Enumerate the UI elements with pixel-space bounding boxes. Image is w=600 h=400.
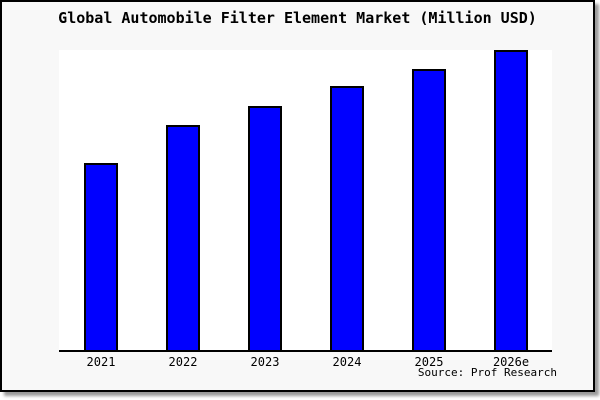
- bar-2021: [84, 163, 118, 350]
- source-attribution: Source: Prof Research: [417, 366, 557, 379]
- bar-2022: [166, 125, 200, 350]
- chart-figure: Global Automobile Filter Element Market …: [0, 0, 595, 392]
- x-tick-label-2026e: 2026e: [492, 355, 530, 369]
- bar-2026e: [494, 50, 528, 350]
- bar-2023: [248, 106, 282, 350]
- x-tick-label-2023: 2023: [250, 355, 280, 369]
- chart-title: Global Automobile Filter Element Market …: [58, 9, 537, 27]
- bar-2025: [412, 69, 446, 350]
- x-tick-label-2022: 2022: [168, 355, 198, 369]
- x-tick-label-2025: 2025: [414, 355, 444, 369]
- x-axis-labels: 2021 2022 2023 2024 2025 2026e: [59, 355, 552, 369]
- plot-area: [59, 50, 552, 352]
- bar-2024: [330, 86, 364, 350]
- x-tick-label-2021: 2021: [86, 355, 116, 369]
- x-tick-label-2024: 2024: [332, 355, 362, 369]
